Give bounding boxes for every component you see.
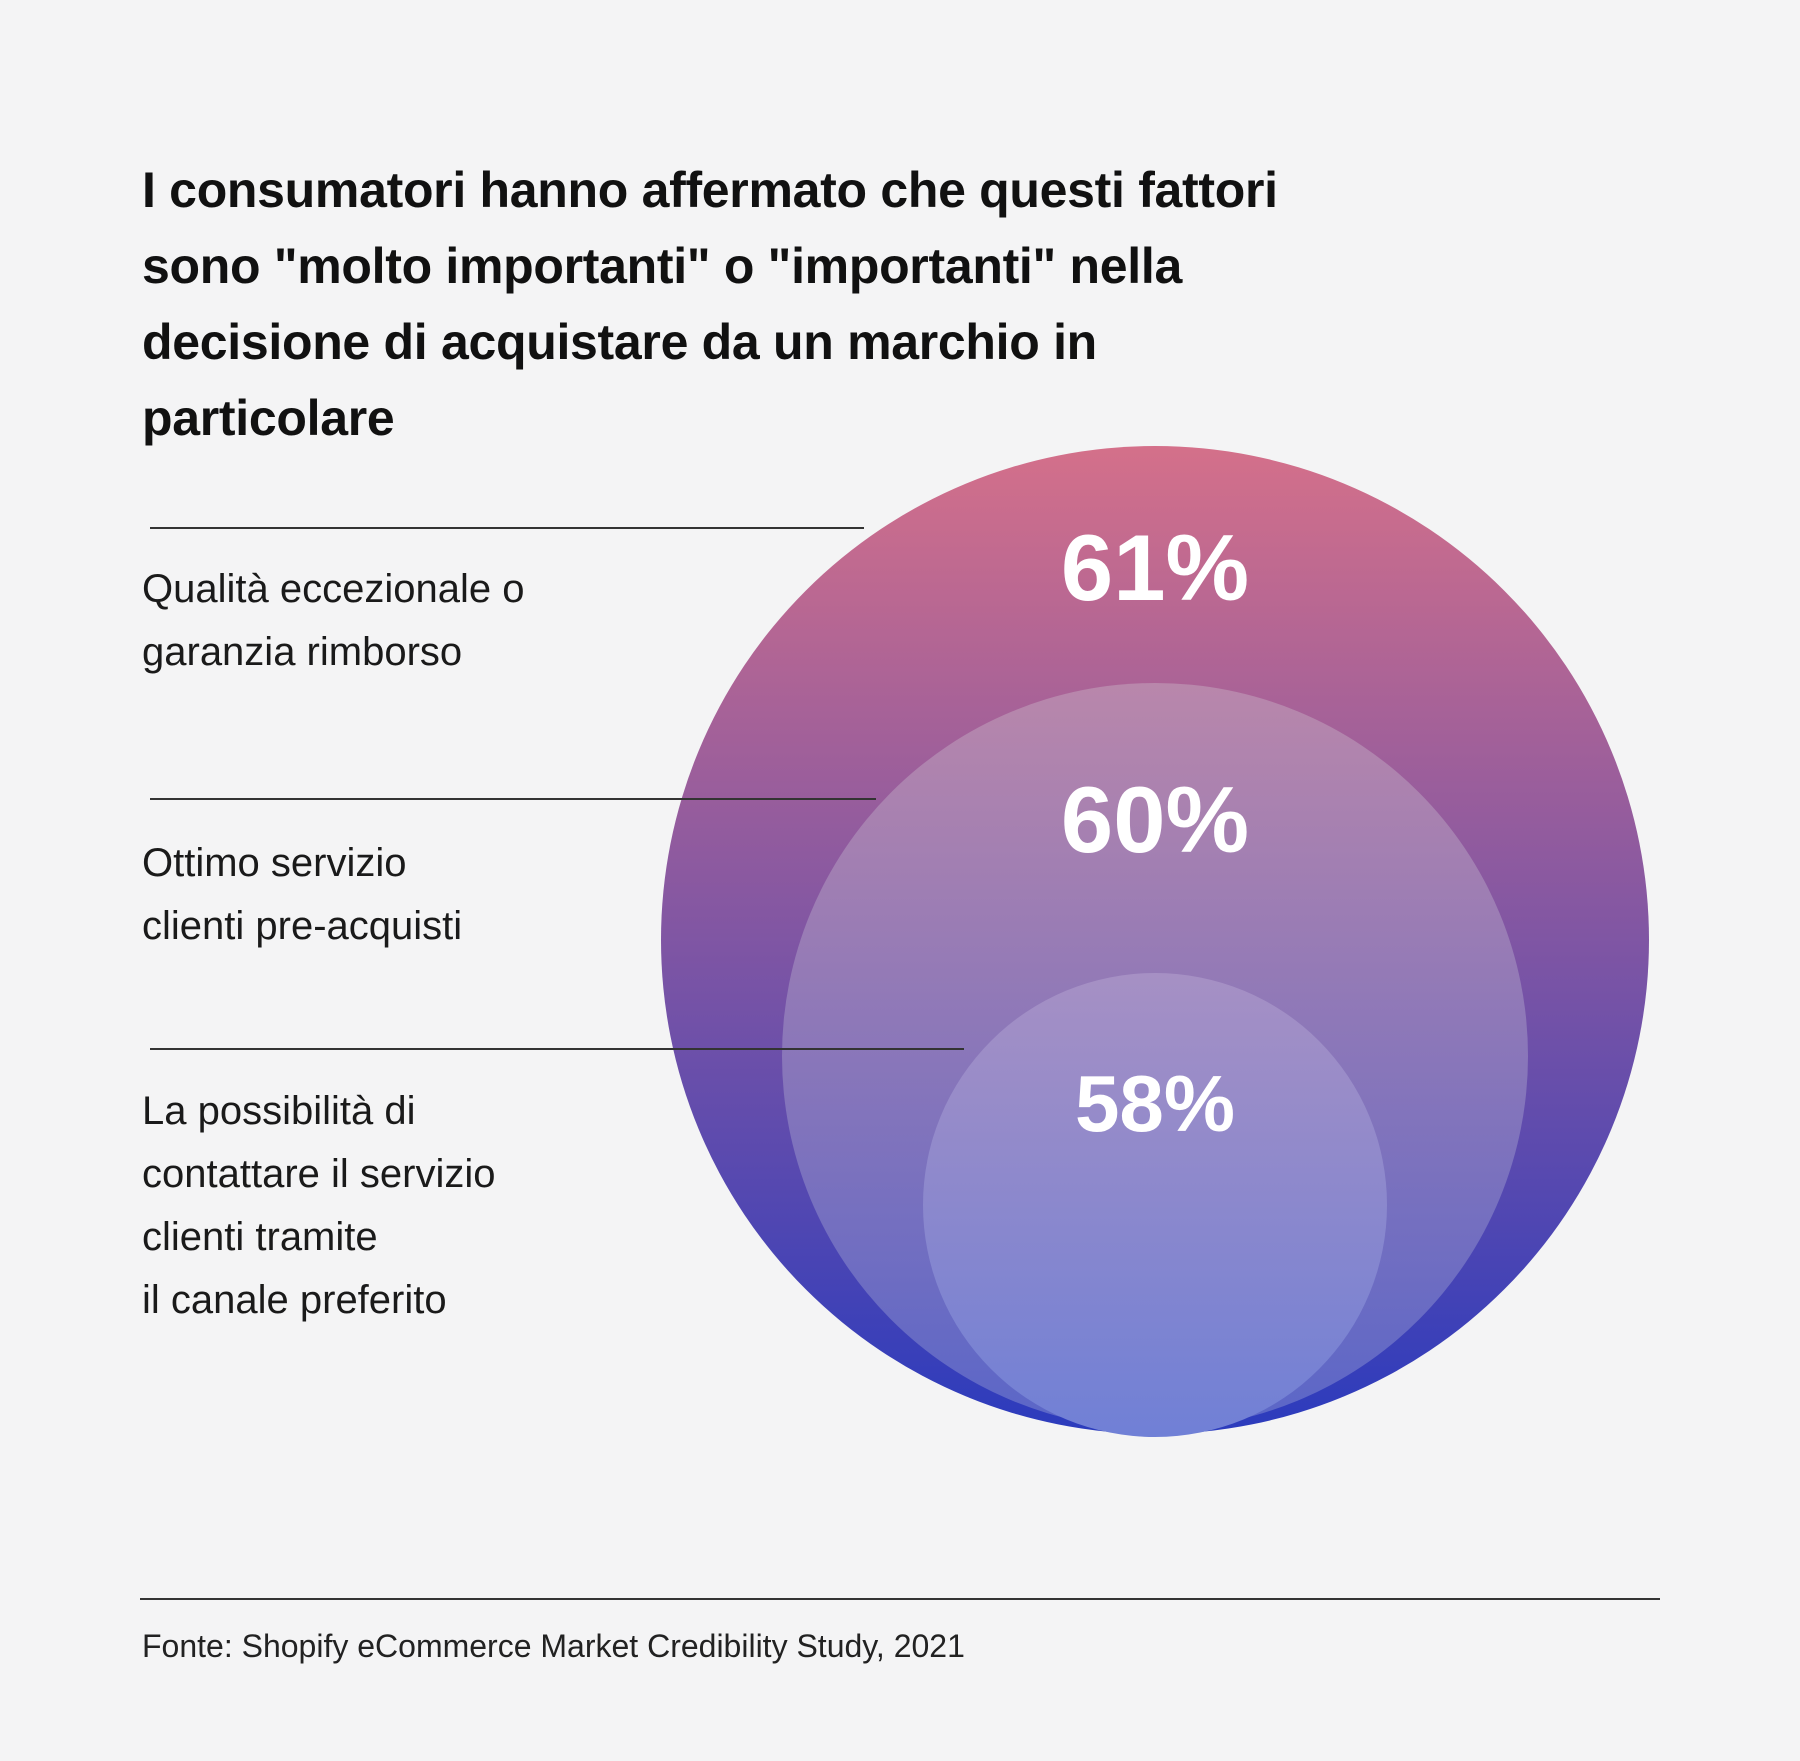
leader-line-3 — [150, 1048, 964, 1050]
category-label-3: La possibilità di contattare il servizio… — [142, 1089, 496, 1322]
value-label-58: 58% — [1075, 1059, 1235, 1148]
footer-divider — [140, 1598, 1660, 1600]
value-label-60: 60% — [1061, 767, 1249, 872]
leader-line-2 — [150, 798, 876, 800]
leader-line-1 — [150, 527, 864, 529]
category-label-1: Qualità eccezionale o garanzia rimborso — [142, 567, 525, 674]
category-label-2: Ottimo servizio clienti pre-acquisti — [142, 841, 463, 948]
source-note: Fonte: Shopify eCommerce Market Credibil… — [142, 1628, 965, 1664]
circle-58 — [923, 973, 1387, 1437]
chart-title: I consumatori hanno affermato che questi… — [142, 162, 1278, 446]
value-label-61: 61% — [1061, 515, 1249, 620]
